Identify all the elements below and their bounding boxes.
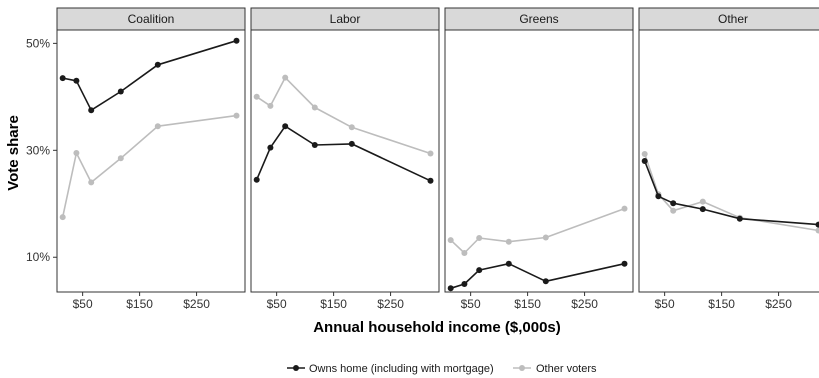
- data-point: [461, 250, 468, 256]
- x-axis-title: Annual household income ($,000s): [313, 319, 561, 336]
- data-point: [670, 207, 677, 214]
- series-owns-home: [447, 260, 628, 292]
- x-tick-label: $150: [514, 297, 541, 311]
- data-point: [815, 227, 819, 234]
- x-tick-label: $50: [267, 297, 287, 311]
- legend-label: Other voters: [536, 363, 597, 375]
- x-tick-label: $250: [377, 297, 404, 311]
- y-tick-label: 10%: [26, 250, 50, 264]
- x-tick-label: $250: [183, 297, 210, 311]
- plot-area: [56, 29, 246, 293]
- y-tick-label: 30%: [26, 143, 50, 157]
- data-point: [505, 238, 512, 245]
- legend: Owns home (including with mortgage) Other…: [287, 363, 597, 375]
- data-point: [621, 260, 628, 267]
- data-point: [348, 140, 355, 147]
- facet-label: Greens: [519, 12, 558, 26]
- panel-coalition: Coalition $50 $150 $250: [56, 7, 246, 311]
- data-point: [154, 123, 161, 130]
- series-line: [61, 114, 237, 218]
- data-point: [427, 177, 434, 184]
- series-line: [450, 207, 625, 254]
- data-point: [670, 200, 677, 207]
- panel-other: Other $50 $150 $250: [638, 7, 819, 311]
- x-tick-label: $150: [320, 297, 347, 311]
- y-axis: 10% 30% 50%: [26, 36, 57, 264]
- x-tick-label: $150: [708, 297, 735, 311]
- data-point: [427, 150, 434, 157]
- data-point: [641, 158, 648, 164]
- legend-key-point: [519, 365, 525, 371]
- plot-area: [444, 29, 634, 293]
- facet-label: Other: [718, 12, 748, 26]
- data-point: [282, 74, 289, 81]
- data-point: [233, 112, 240, 119]
- x-tick-label: $50: [461, 297, 481, 311]
- series-line: [255, 125, 431, 182]
- data-point: [282, 123, 289, 130]
- legend-key-point: [293, 365, 299, 371]
- data-point: [117, 155, 124, 162]
- data-point: [267, 102, 274, 109]
- legend-item: Owns home (including with mortgage): [287, 363, 494, 375]
- series-other-voters: [253, 74, 434, 157]
- series-owns-home: [641, 158, 819, 228]
- x-tick-label: $250: [765, 297, 792, 311]
- data-point: [154, 61, 161, 68]
- data-point: [88, 179, 95, 186]
- data-point: [311, 104, 318, 111]
- panel-greens: Greens $50 $150 $250: [444, 7, 634, 311]
- data-point: [699, 206, 706, 213]
- data-point: [59, 75, 66, 82]
- x-tick-label: $50: [73, 297, 93, 311]
- series-other-voters: [59, 112, 240, 221]
- facet-label: Labor: [330, 12, 361, 26]
- x-tick-label: $150: [126, 297, 153, 311]
- data-point: [59, 214, 66, 221]
- data-point: [736, 215, 743, 222]
- x-tick-label: $50: [655, 297, 675, 311]
- data-point: [699, 198, 706, 205]
- plot-area: [638, 29, 819, 293]
- data-point: [267, 144, 274, 151]
- data-point: [253, 176, 260, 183]
- data-point: [542, 278, 549, 285]
- panel-labor: Labor $50 $150 $250: [250, 7, 440, 311]
- facet-label: Coalition: [128, 12, 175, 26]
- legend-label: Owns home (including with mortgage): [309, 363, 494, 375]
- series-other-voters: [447, 205, 628, 256]
- data-point: [348, 124, 355, 131]
- series-line: [643, 160, 819, 226]
- y-axis-title: Vote share: [5, 115, 22, 191]
- data-point: [542, 234, 549, 241]
- data-point: [815, 221, 819, 228]
- series-owns-home: [253, 123, 434, 184]
- data-point: [476, 267, 483, 274]
- series-owns-home: [59, 37, 240, 114]
- data-point: [311, 142, 318, 148]
- data-point: [655, 193, 662, 200]
- legend-item: Other voters: [513, 363, 597, 375]
- plot-area: [250, 29, 440, 293]
- data-point: [505, 260, 512, 267]
- data-point: [233, 37, 240, 44]
- data-point: [88, 107, 95, 114]
- y-tick-label: 50%: [26, 36, 50, 50]
- data-point: [641, 151, 648, 157]
- data-point: [447, 237, 454, 244]
- data-point: [447, 285, 454, 292]
- data-point: [461, 281, 468, 287]
- x-tick-label: $250: [571, 297, 598, 311]
- data-point: [117, 88, 124, 95]
- data-point: [73, 77, 80, 84]
- data-point: [476, 235, 483, 241]
- data-point: [253, 93, 260, 100]
- data-point: [73, 150, 80, 156]
- data-point: [621, 205, 628, 212]
